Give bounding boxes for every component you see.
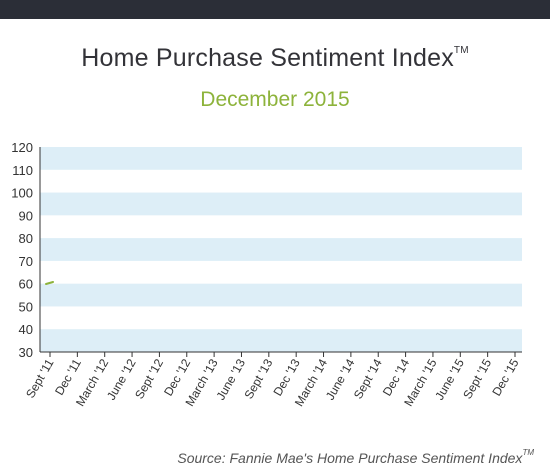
y-tick-label: 80 xyxy=(19,231,33,246)
y-tick-label: 60 xyxy=(19,277,33,292)
y-tick-label: 110 xyxy=(12,163,33,178)
source-note: Source: Fannie Mae's Home Purchase Senti… xyxy=(177,448,534,466)
grid-band xyxy=(40,329,522,352)
trademark-mark: TM xyxy=(453,44,469,56)
y-tick-label: 120 xyxy=(11,140,33,155)
y-tick-label: 30 xyxy=(19,345,33,360)
source-trademark-mark: TM xyxy=(522,448,534,458)
x-tick-label: Sept '11 xyxy=(23,356,57,400)
grid-band xyxy=(40,147,522,170)
grid-band xyxy=(40,192,522,216)
y-tick-label: 90 xyxy=(19,208,33,223)
chart-subtitle: December 2015 xyxy=(200,88,350,111)
y-tick-label: 100 xyxy=(11,186,33,201)
top-bar xyxy=(0,0,550,19)
grid-band xyxy=(40,238,522,261)
y-tick-label: 40 xyxy=(19,322,33,337)
y-tick-label: 50 xyxy=(19,299,33,314)
source-text: Source: Fannie Mae's Home Purchase Senti… xyxy=(177,450,523,466)
x-tick-label: Dec '15 xyxy=(489,356,521,398)
chart-title: Home Purchase Sentiment IndexTM xyxy=(0,44,550,73)
series-point xyxy=(45,280,54,285)
y-tick-label: 70 xyxy=(19,254,33,269)
chart-title-text: Home Purchase Sentiment Index xyxy=(81,44,454,72)
grid-band xyxy=(40,283,522,307)
